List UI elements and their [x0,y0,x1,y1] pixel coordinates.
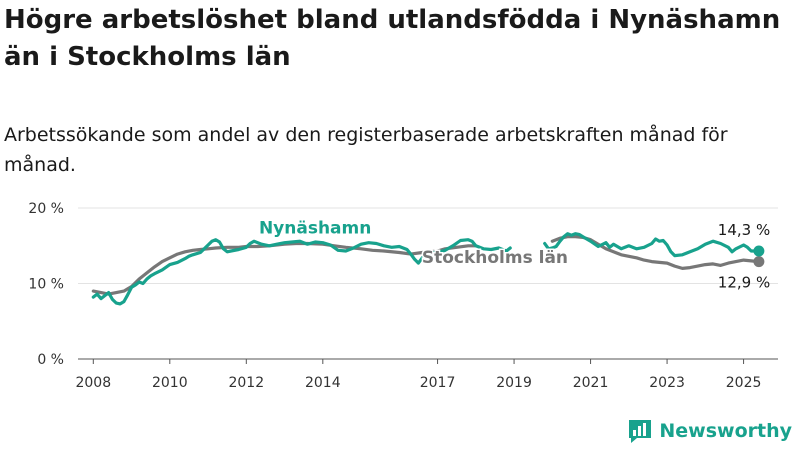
chart-labels: 12,9 % 14,3 % Nynäshamn Stockholms län [257,217,770,292]
y-tick-label: 10 % [28,277,64,293]
x-tick-label: 2023 [649,375,685,391]
series-label: Nynäshamn [259,219,371,239]
end-value-label-nyn-shamn: 14,3 % [718,221,770,239]
x-tick-label: 2014 [305,375,341,391]
y-tick-label: 0 % [37,352,64,368]
x-tick-label: 2019 [496,375,532,391]
x-tick-label: 2021 [573,375,609,391]
bar-chart-logo-icon [629,420,652,443]
x-tick-label: 2008 [75,375,111,391]
series-line-nyn-shamn [91,238,512,306]
x-tick-label: 2012 [228,375,264,391]
logo-text: Newsworthy [659,420,792,442]
series-line-nyn-shamn [543,232,761,258]
y-axis: 0 % 10 % 20 % [28,201,64,368]
series-label: Stockholms län [422,248,568,268]
x-tick-label: 2010 [152,375,188,391]
end-value-label-stockholms-l-n: 12,9 % [718,274,770,292]
end-point-nyn-shamn [753,245,765,257]
x-tick-label: 2017 [420,375,456,391]
x-tick-label: 2025 [726,375,762,391]
series-line-stockholms-l-n [91,241,478,296]
x-axis: 2008 2010 2012 2014 2017 2019 2021 2023 2025 [75,358,778,391]
y-tick-label: 20 % [28,201,64,217]
chart-grid [78,207,778,284]
end-point-stockholms-l-n [753,256,765,268]
chart-title: Högre arbetslöshet bland utlandsfödda i … [4,5,781,72]
chart-series [91,232,765,306]
newsworthy-logo: Newsworthy [627,417,792,445]
chart-subtitle: Arbetssökande som andel av den registerb… [4,124,728,176]
